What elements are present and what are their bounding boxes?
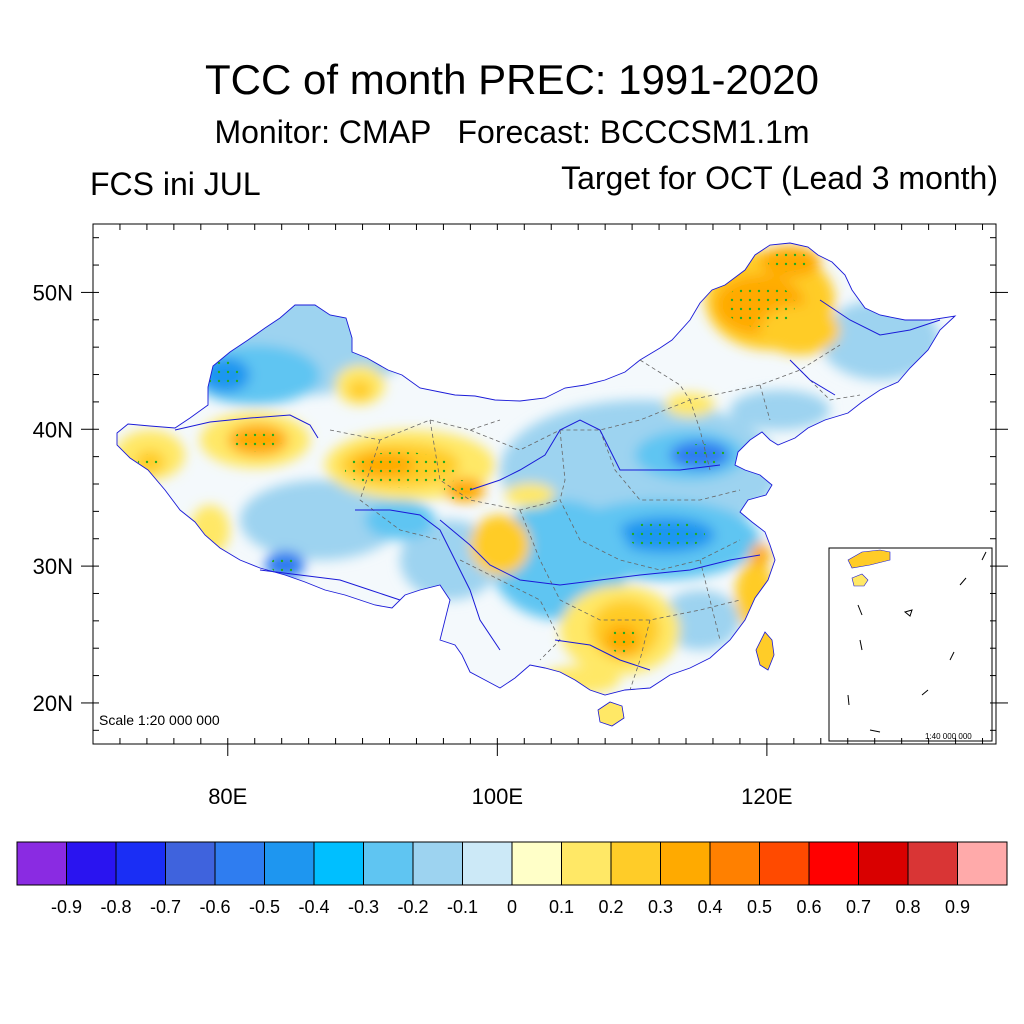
colorbar-swatch	[16, 841, 67, 886]
map-axes: 50N 40N 30N 20N 80E 100E 120E	[33, 224, 1008, 809]
colorbar-swatch	[363, 841, 414, 886]
rivers	[174, 299, 941, 671]
colorbar-swatch	[115, 841, 166, 886]
lat-tick-label: 20N	[33, 691, 73, 716]
lat-tick-label: 30N	[33, 554, 73, 579]
colorbar-label: -0.9	[51, 897, 82, 917]
hainan-island	[597, 701, 625, 727]
colorbar-label: 0.8	[895, 897, 920, 917]
colorbar: -0.9 -0.8 -0.7 -0.6 -0.5 -0.4 -0.3 -0.2 -0.1 0 0.1…	[16, 841, 1008, 917]
taiwan-island	[755, 631, 775, 671]
colorbar-swatch	[561, 841, 612, 886]
colorbar-swatch	[660, 841, 711, 886]
colorbar-label: -0.4	[298, 897, 329, 917]
colorbar-swatch	[264, 841, 315, 886]
lon-tick-label: 120E	[741, 784, 792, 809]
colorbar-label: -0.5	[249, 897, 280, 917]
colorbar-swatch	[165, 841, 216, 886]
colorbar-swatch	[412, 841, 463, 886]
colorbar-swatch	[313, 841, 364, 886]
colorbar-swatch	[709, 841, 760, 886]
lon-tick-label: 100E	[472, 784, 523, 809]
forecast-init-label: FCS ini JUL	[90, 166, 261, 202]
colorbar-label: -0.2	[397, 897, 428, 917]
colorbar-label: 0.5	[747, 897, 772, 917]
colorbar-swatch	[462, 841, 513, 886]
colorbar-label: 0.7	[846, 897, 871, 917]
colorbar-swatch	[214, 841, 265, 886]
lat-tick-label: 50N	[33, 280, 73, 305]
chart-title: TCC of month PREC: 1991-2020	[205, 56, 819, 103]
chart-subtitle: Monitor: CMAP Forecast: BCCCSM1.1m	[214, 114, 810, 150]
south-china-sea-inset: 1:40 000 000	[828, 547, 993, 742]
colorbar-swatch	[808, 841, 859, 886]
colorbar-label: 0.4	[697, 897, 722, 917]
colorbar-label: -0.1	[447, 897, 478, 917]
colorbar-label: 0.6	[796, 897, 821, 917]
colorbar-label: -0.3	[348, 897, 379, 917]
colorbar-swatch	[610, 841, 661, 886]
colorbar-label: 0	[507, 897, 517, 917]
colorbar-swatch	[858, 841, 909, 886]
colorbar-label: -0.7	[150, 897, 181, 917]
target-month-label: Target for OCT (Lead 3 month)	[561, 160, 998, 196]
colorbar-swatch	[907, 841, 958, 886]
colorbar-swatch	[957, 841, 1008, 886]
colorbar-label: -0.6	[199, 897, 230, 917]
colorbar-label: 0.9	[945, 897, 970, 917]
scale-label: Scale 1:20 000 000	[99, 712, 220, 728]
colorbar-label: 0.3	[648, 897, 673, 917]
colorbar-label: 0.2	[598, 897, 623, 917]
colorbar-swatch	[511, 841, 562, 886]
colorbar-label: 0.1	[549, 897, 574, 917]
inset-scale-label: 1:40 000 000	[925, 732, 972, 741]
colorbar-swatch	[66, 841, 117, 886]
lat-tick-label: 40N	[33, 417, 73, 442]
colorbar-swatch	[759, 841, 810, 886]
lon-tick-label: 80E	[208, 784, 247, 809]
colorbar-label: -0.8	[100, 897, 131, 917]
